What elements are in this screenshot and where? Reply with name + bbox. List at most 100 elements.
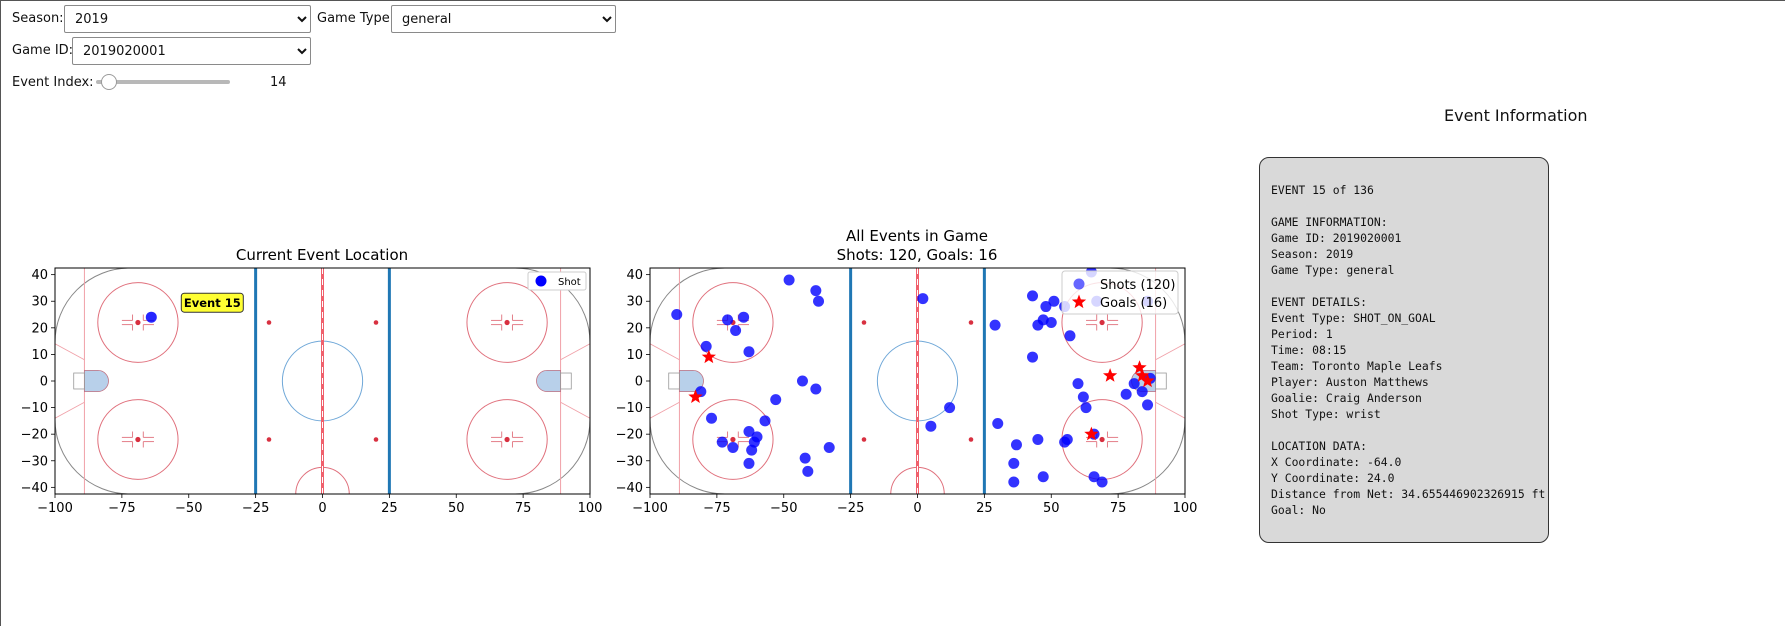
chart2-shot-point [1008,476,1020,488]
chart1-crease-left [84,369,109,393]
chart2-shot-point [796,375,808,387]
chart1-faceoff-circle [466,282,548,363]
game-type-select[interactable]: general [391,5,616,33]
chart2-shot-point [802,465,814,477]
chart2-x-tick-label: −50 [770,501,797,516]
event-index-slider-track[interactable] [96,80,230,84]
chart1-faceoff-circle [97,282,179,363]
chart2-shot-point [730,324,742,336]
chart2-neutral-dot [861,437,867,442]
chart2-shot-point [1136,386,1148,398]
chart1-annotation-label: Event 15 [184,296,241,310]
chart2-shot-point [992,418,1004,430]
event-info-line: Season: 2019 [1271,247,1354,261]
chart2-shot-point [823,441,835,453]
event-info-line: Goal: No [1271,503,1326,517]
event-info-line [1271,278,1537,294]
chart2-shot-point [1061,433,1073,445]
chart2-shot-point [989,319,1001,331]
chart2-shot-point [1064,330,1076,342]
chart2-trapezoid-line [650,343,680,361]
game-id-select[interactable]: 2019020001 [72,37,311,65]
chart2-x-tick-label: −100 [632,501,668,516]
chart2-y-tick-label: −10 [616,401,643,416]
chart2-legend: Shots (120) Goals (16) [1061,270,1179,315]
chart1-x-ticks: −100 −75 −50 −25 0 25 50 75 100 [37,494,602,516]
chart1-x-tick-label: 75 [515,501,532,516]
chart2-shot-point [799,452,811,464]
chart1-trapezoid-line [55,343,85,361]
event-info-title: Event Information [1444,106,1588,125]
chart2-y-tick-label: 0 [635,375,643,390]
chart2-shot-point [944,402,956,414]
chart1-y-tick-label: −40 [21,481,48,496]
chart2-crease-left [679,369,704,393]
chart2-shot-point [925,420,937,432]
chart2-neutral-dot [968,437,974,442]
chart2-legend-shots-label: Shots (120) [1100,278,1175,293]
chart2-x-ticks: −100 −75 −50 −25 0 25 50 75 100 [632,494,1197,516]
chart1-faceoff-circle [466,399,548,480]
chart1-trapezoid-line [560,401,590,419]
chart2-shot-point [1080,402,1092,414]
event-info-line: Distance from Net: 34.655446902326915 ft [1271,487,1546,501]
chart1-faceoff-dot [135,319,141,326]
chart2-y-tick-label: 40 [626,268,643,283]
event-info-line: Y Coordinate: 24.0 [1271,471,1395,485]
chart1-net-left [73,372,85,390]
chart1-trapezoid-line [560,343,590,361]
chart1-x-tick-label: 100 [578,501,603,516]
chart1-x-tick-label: −75 [108,501,135,516]
chart2-goal-point [1102,368,1118,382]
chart2-shot-point [1037,471,1049,483]
chart2-shot-point [759,415,771,427]
chart1-legend-label: Shot [558,277,581,288]
chart2-shot-point [743,457,755,469]
chart2-shot-point [751,431,763,443]
chart1-y-tick-label: −10 [21,401,48,416]
chart1-legend: Shot [527,271,587,291]
chart2-x-tick-label: 0 [913,501,921,516]
event-info-line: EVENT 15 of 136 [1271,183,1374,197]
chart2-neutral-dot [968,320,974,325]
chart1-marks [145,311,157,323]
event-info-line: Goalie: Craig Anderson [1271,391,1422,405]
event-index-slider-thumb[interactable] [101,74,117,90]
chart1-shot-point [145,311,157,323]
chart1-x-tick-label: 0 [318,501,326,516]
chart2-faceoff-circle [692,282,774,363]
event-info-line: EVENT DETAILS: [1271,295,1368,309]
chart1-annotation-box [180,292,244,313]
chart2-shot-point [722,314,734,326]
chart2-shot-point [770,394,782,406]
chart2-shot-point [1040,301,1052,313]
event-info-line: Game ID: 2019020001 [1271,231,1402,245]
chart1-legend-marker [535,275,547,287]
event-info-line: GAME INFORMATION: [1271,215,1388,229]
season-select[interactable]: 2019 [64,5,311,33]
chart2-y-tick-label: −30 [616,454,643,469]
chart1-faceoff-dot [135,436,141,443]
chart2-y-tick-label: 30 [626,295,643,310]
event-info-line [1271,198,1537,214]
chart2-goal-point [1135,368,1150,382]
chart2-title-line1: All Events in Game [846,227,988,245]
chart1-y-tick-label: 0 [40,375,48,390]
event-info-line: Period: 1 [1271,327,1333,341]
chart2-net-right [1155,372,1167,390]
chart1-x-tick-label: 50 [448,501,465,516]
chart2-legend-goals-label: Goals (16) [1100,296,1167,311]
event-index-value: 14 [270,75,287,90]
chart1-x-tick-label: −25 [242,501,269,516]
chart1-faceoff-circle [97,399,179,480]
chart2-trapezoid-line [650,401,680,419]
chart1-rink [55,268,590,494]
chart2-goal-point [1132,360,1147,374]
chart2-shot-point [917,293,929,305]
chart2-title-line2: Shots: 120, Goals: 16 [837,246,998,264]
chart2-goal-point [701,349,716,364]
chart2-legend-goals-marker [1071,294,1087,309]
chart2-shot-point [1027,351,1039,363]
event-info-line: Player: Auston Matthews [1271,375,1429,389]
chart1-event-annotation: Event 15 [180,292,244,313]
